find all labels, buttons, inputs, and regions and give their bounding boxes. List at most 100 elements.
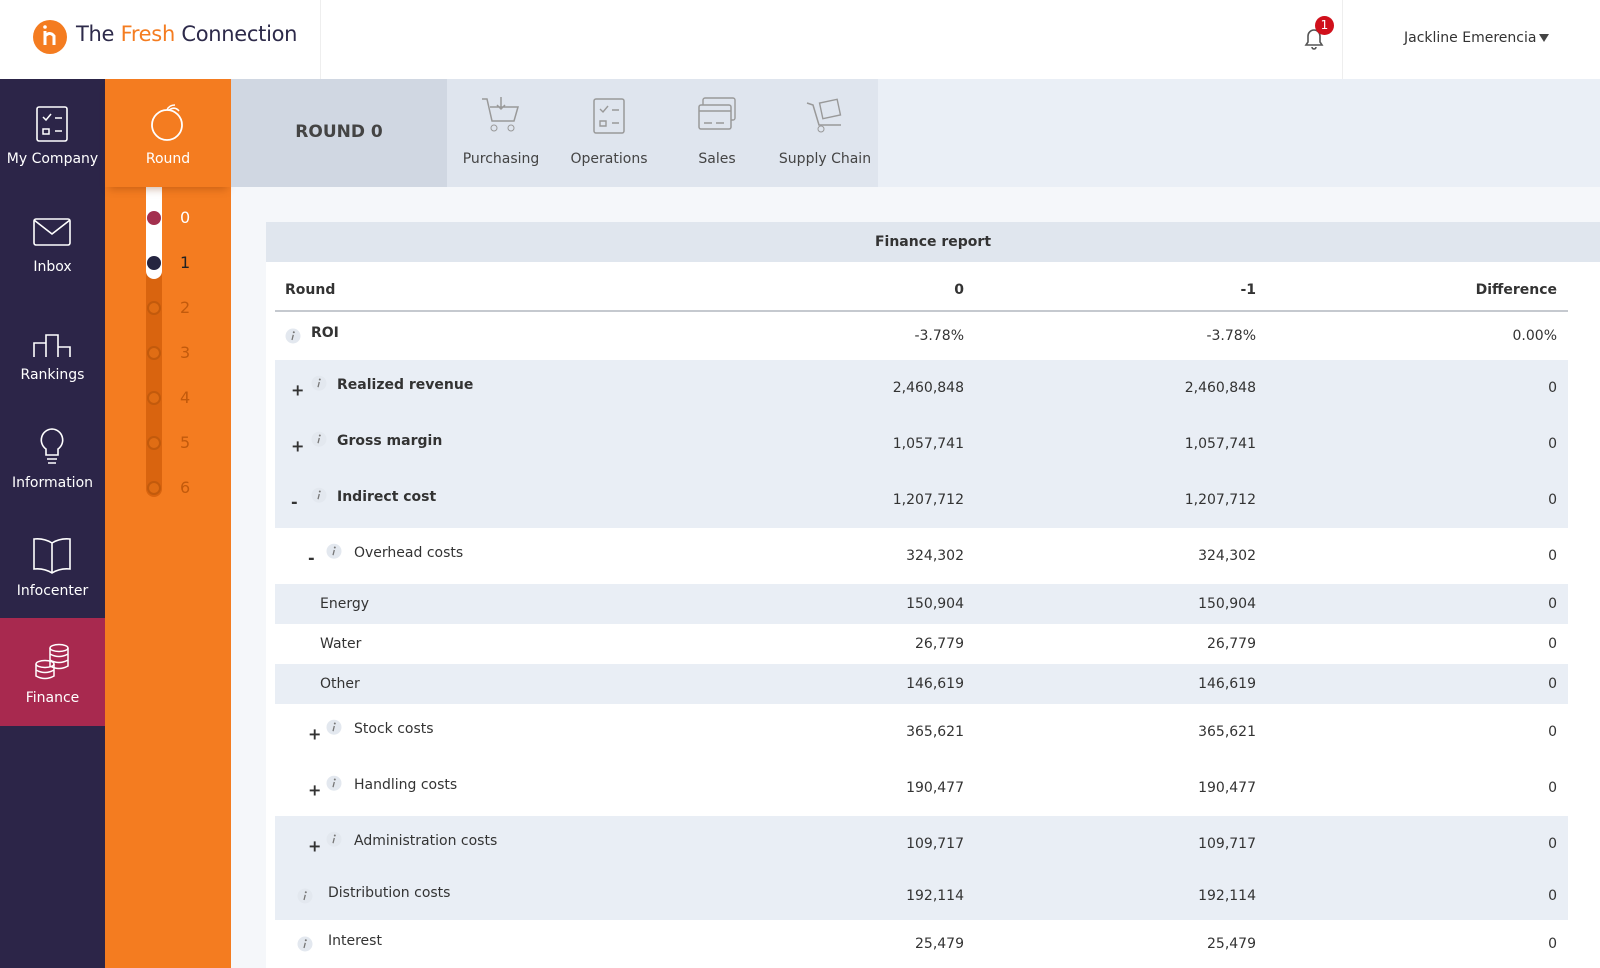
- nav-item[interactable]: My Company: [0, 79, 105, 187]
- nav-label: Infocenter: [16, 583, 89, 599]
- tab-bar: Purchasing Operations Sales Supply Chain: [447, 79, 878, 187]
- brand-text: The: [76, 22, 115, 46]
- row-value: -3.78%: [1206, 328, 1256, 344]
- tab[interactable]: Sales: [663, 79, 771, 187]
- icon: [33, 218, 71, 246]
- expand-toggle[interactable]: +: [291, 436, 305, 456]
- nav-item[interactable]: Inbox: [0, 187, 105, 295]
- info-icon[interactable]: [311, 487, 327, 503]
- info-icon[interactable]: [326, 719, 342, 735]
- expand-toggle[interactable]: +: [308, 724, 322, 744]
- info-icon[interactable]: [297, 936, 313, 952]
- round-dot[interactable]: [147, 436, 161, 450]
- table-row: Interest 25,479 25,479 0: [275, 920, 1568, 968]
- expand-toggle[interactable]: -: [308, 548, 315, 568]
- row-value: 1,207,712: [1184, 492, 1256, 508]
- row-label: Indirect cost: [337, 488, 437, 505]
- round-number[interactable]: 5: [180, 433, 191, 452]
- tab-label: Operations: [570, 151, 648, 167]
- row-value: 190,477: [906, 780, 964, 796]
- round-number[interactable]: 0: [180, 208, 191, 227]
- nav-item[interactable]: Information: [0, 403, 105, 511]
- round-number[interactable]: 3: [180, 343, 191, 362]
- row-value: 365,621: [906, 724, 964, 740]
- finance-table: Round 0 -1 Difference ROI -3.78% -3.78% 0.00% + R…: [275, 270, 1568, 968]
- nav-item[interactable]: Finance: [0, 618, 105, 726]
- row-label: Stock costs: [354, 720, 434, 737]
- icon: [151, 104, 183, 141]
- row-value: 0: [1548, 436, 1557, 452]
- icon: [33, 334, 71, 357]
- row-label: ROI: [311, 324, 339, 341]
- column-header: Round: [285, 282, 336, 298]
- round-number[interactable]: 4: [180, 388, 191, 407]
- row-value: 0.00%: [1512, 328, 1557, 344]
- round-dot[interactable]: [147, 481, 161, 495]
- table-row: Water 26,779 26,779 0: [275, 624, 1568, 664]
- divider: [1342, 0, 1343, 79]
- row-value: 0: [1548, 836, 1557, 852]
- row-value: 1,207,712: [892, 492, 964, 508]
- row-value: 192,114: [1198, 888, 1256, 904]
- row-value: 1,057,741: [1184, 436, 1256, 452]
- column-header: -1: [1240, 282, 1256, 298]
- user-name[interactable]: Jackline Emerencia: [1404, 30, 1537, 46]
- nav-item[interactable]: Rankings: [0, 295, 105, 403]
- tab[interactable]: Purchasing: [447, 79, 555, 187]
- nav-item[interactable]: Infocenter: [0, 511, 105, 619]
- tab[interactable]: Supply Chain: [771, 79, 879, 187]
- row-value: 0: [1548, 780, 1557, 796]
- tab-label: Purchasing: [462, 151, 540, 167]
- tab-label: Sales: [698, 151, 736, 167]
- info-icon[interactable]: [297, 888, 313, 904]
- round-dot[interactable]: [147, 346, 161, 360]
- row-value: 0: [1548, 636, 1557, 652]
- nav-label: Information: [11, 475, 94, 491]
- table-row: ROI -3.78% -3.78% 0.00%: [275, 312, 1568, 360]
- info-icon[interactable]: [311, 375, 327, 391]
- row-value: 150,904: [1198, 596, 1256, 612]
- row-label: Realized revenue: [337, 376, 474, 393]
- round-number[interactable]: 2: [180, 298, 191, 317]
- round-dot[interactable]: [147, 211, 161, 225]
- nav-label: Inbox: [33, 259, 72, 275]
- expand-toggle[interactable]: +: [308, 836, 322, 856]
- tab-label: Supply Chain: [778, 151, 872, 167]
- table-row: - Overhead costs 324,302 324,302 0: [275, 528, 1568, 584]
- expand-toggle[interactable]: +: [308, 780, 322, 800]
- row-value: 0: [1548, 888, 1557, 904]
- row-value: 365,621: [1198, 724, 1256, 740]
- brand-accent: Fresh: [120, 22, 176, 46]
- bell-icon[interactable]: [1302, 26, 1326, 52]
- expand-toggle[interactable]: +: [291, 380, 305, 400]
- round-dot[interactable]: [147, 301, 161, 315]
- round-number[interactable]: 6: [180, 478, 191, 497]
- round-tab[interactable]: Round: [105, 79, 231, 187]
- dropdown-arrow[interactable]: [1538, 33, 1550, 43]
- round-dot[interactable]: [147, 391, 161, 405]
- brand-text: Connection: [181, 22, 298, 46]
- current-round: ROUND 0: [231, 79, 447, 187]
- table-row: Distribution costs 192,114 192,114 0: [275, 872, 1568, 920]
- table-row: + Handling costs 190,477 190,477 0: [275, 760, 1568, 816]
- round-dot[interactable]: [147, 256, 161, 270]
- row-value: 0: [1548, 676, 1557, 692]
- round-label: Round: [145, 151, 191, 167]
- row-label: Distribution costs: [328, 884, 451, 901]
- row-label: Gross margin: [337, 432, 443, 449]
- round-column: [105, 79, 231, 968]
- icon: [33, 538, 71, 574]
- info-icon[interactable]: [326, 831, 342, 847]
- expand-toggle[interactable]: -: [291, 492, 298, 512]
- row-label: Water: [320, 636, 362, 652]
- row-value: 150,904: [906, 596, 964, 612]
- info-icon[interactable]: [326, 775, 342, 791]
- info-icon[interactable]: [326, 543, 342, 559]
- round-number[interactable]: 1: [180, 253, 191, 272]
- row-value: 1,057,741: [892, 436, 964, 452]
- info-icon[interactable]: [285, 328, 301, 344]
- table-row: + Realized revenue 2,460,848 2,460,848 0: [275, 360, 1568, 416]
- info-icon[interactable]: [311, 431, 327, 447]
- tab[interactable]: Operations: [555, 79, 663, 187]
